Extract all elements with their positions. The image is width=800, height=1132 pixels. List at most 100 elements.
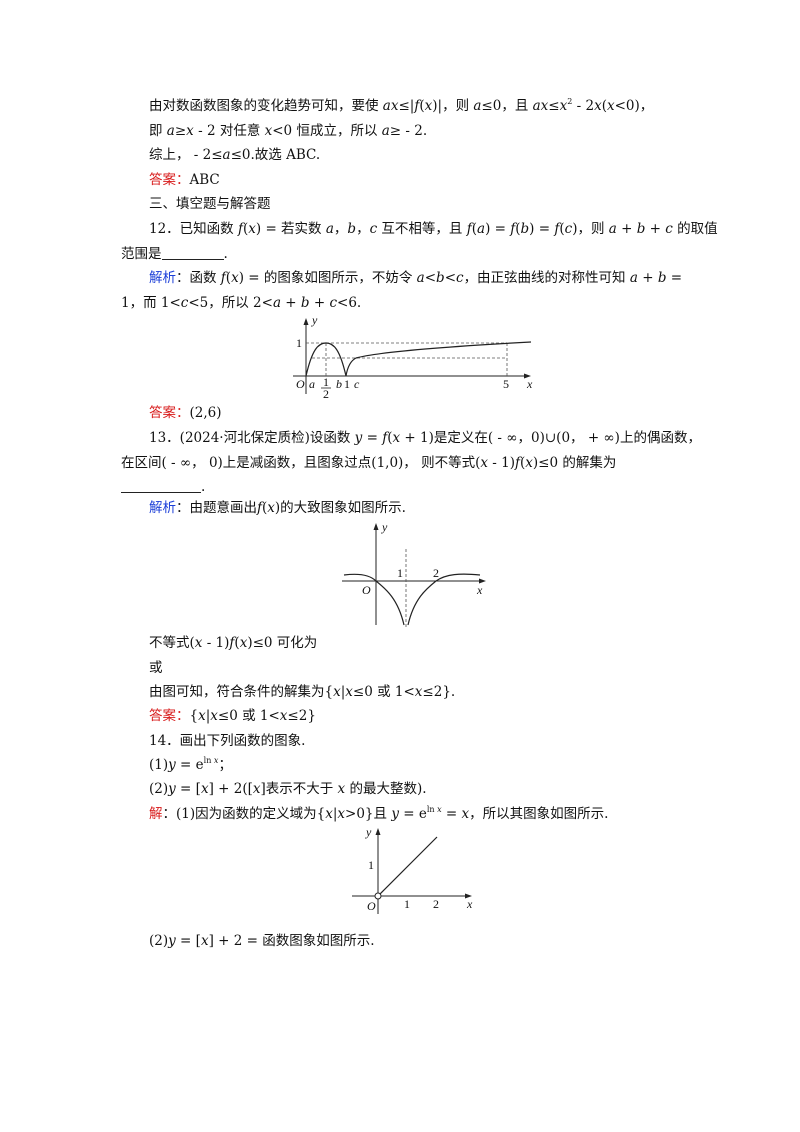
solution-label: 解析 [149, 270, 176, 286]
text: 13．(2024·河北保定质检)设函数 [149, 430, 355, 446]
answer-blank [121, 480, 201, 493]
text: ，所以其图象如图所示. [469, 806, 609, 822]
right-branch-curve [407, 573, 481, 626]
question-13-line-2: 在区间( - ∞， 0)上是减函数，且图象过点(1,0)， 则不等式(x - 1… [121, 454, 616, 472]
math: x [414, 684, 423, 700]
math: a [416, 270, 425, 286]
math: ( [471, 221, 477, 237]
math: x [594, 98, 602, 114]
math: + [281, 295, 301, 311]
math: x [231, 270, 239, 286]
math: x [337, 781, 346, 797]
math: ( [601, 98, 607, 114]
solution-label: 解 [149, 806, 163, 822]
or-line: 或 [149, 659, 163, 677]
text: 由图可知，符合条件的解集为{ [149, 684, 334, 700]
text: ) = 若实数 [255, 221, 326, 237]
question-13-line-3: . [121, 478, 205, 496]
text: )，则 [572, 221, 609, 237]
math: c [369, 221, 378, 237]
x-axis-arrow [479, 578, 486, 584]
tick-label-x1: 1 [404, 897, 410, 911]
math: { [189, 708, 199, 724]
x-axis-label: x [526, 377, 533, 391]
math: ( [242, 221, 249, 237]
question-14: 14．画出下列函数的图象. [149, 732, 305, 750]
tick-label-x1: 1 [397, 566, 403, 580]
text: ：(1)因为函数的定义域为{ [162, 806, 326, 822]
math: ( [559, 221, 565, 237]
y-axis-arrow [373, 523, 379, 530]
text: 1，而 1< [121, 295, 181, 311]
math: x [267, 500, 275, 516]
x-axis-arrow [524, 373, 531, 379]
text: ≤2}. [422, 684, 456, 700]
math: y [168, 781, 176, 797]
figure-12-graph: y 1 O a 1 2 b 1 c 5 x [293, 313, 533, 401]
math: f [510, 221, 516, 237]
math: f [382, 430, 388, 446]
math: x [213, 756, 219, 765]
answer-value: (2,6) [189, 405, 222, 421]
math: ( [419, 98, 425, 114]
left-branch-curve [343, 573, 405, 626]
math: a [608, 221, 617, 237]
text: ≤0.故选 ABC. [230, 147, 321, 163]
answer-13: 答案：{x|x≤0 或 1<x≤2} [149, 707, 316, 725]
point-label-b: b [336, 377, 342, 391]
math: b [300, 295, 310, 311]
text: <5，所以 2< [188, 295, 273, 311]
math: f [515, 455, 520, 471]
log-curve [345, 341, 532, 377]
text: 12．已知函数 [149, 221, 238, 237]
origin-label: O [296, 377, 305, 391]
y-axis-arrow [303, 318, 309, 325]
math: = e [398, 806, 427, 822]
math: b [347, 221, 357, 237]
math: = [362, 430, 383, 446]
math: x [480, 455, 488, 471]
math: + [645, 221, 666, 237]
answer-label: 答案： [149, 708, 190, 724]
text-line-1: 由对数函数图象的变化趋势可知，要使 ax≤|f(x)|，则 a≤0，且 ax≤x… [149, 97, 653, 115]
math: = [ [175, 781, 201, 797]
math: f [237, 221, 243, 237]
answer-label: 答案： [149, 172, 190, 188]
math: y [391, 806, 399, 822]
math: x [461, 806, 470, 822]
text: 在区间( - ∞， 0)上是减函数，且图象过点(1,0)， 则不等式( [121, 455, 481, 471]
math: c [329, 295, 338, 311]
answer-value: ABC [189, 172, 220, 188]
tick-label-half-numerator: 1 [323, 375, 329, 389]
y-axis-arrow [375, 828, 381, 835]
solution-13: 解析：由题意画出f(x)的大致图象如图所示. [149, 499, 406, 517]
solution-label: 解析 [149, 500, 176, 516]
math: ( [234, 635, 240, 651]
math: x [325, 806, 333, 822]
text: 或 [149, 660, 163, 676]
x-axis-label: x [466, 897, 473, 911]
question-12-line-1: 12．已知函数 f(x) = 若实数 a，b，c 互不相等，且 f(a) = f… [149, 220, 718, 238]
exponent: ln x [204, 756, 219, 765]
text: )≤0 可化为 [247, 635, 318, 651]
text: ] + 2 = 函数图象如图所示. [208, 933, 375, 949]
math: a [381, 123, 390, 139]
math: x [200, 933, 209, 949]
math: x [194, 635, 203, 651]
math: ax [532, 98, 549, 114]
math: x [392, 430, 401, 446]
text: . [201, 479, 206, 495]
math: x [424, 98, 433, 114]
figure-14-graph: y 1 O 1 2 x [352, 825, 473, 914]
question-14-part-1: (1)y = eln x； [149, 756, 232, 774]
section-heading: 三、填空题与解答题 [149, 195, 271, 213]
text: ≥ - 2. [389, 123, 428, 139]
math: ) = [529, 221, 555, 237]
math: y [168, 933, 176, 949]
math: < [424, 270, 437, 286]
answer-blank [161, 247, 224, 260]
point-label-c: c [354, 377, 360, 391]
math: x [239, 635, 248, 651]
text: >0}且 [345, 806, 392, 822]
